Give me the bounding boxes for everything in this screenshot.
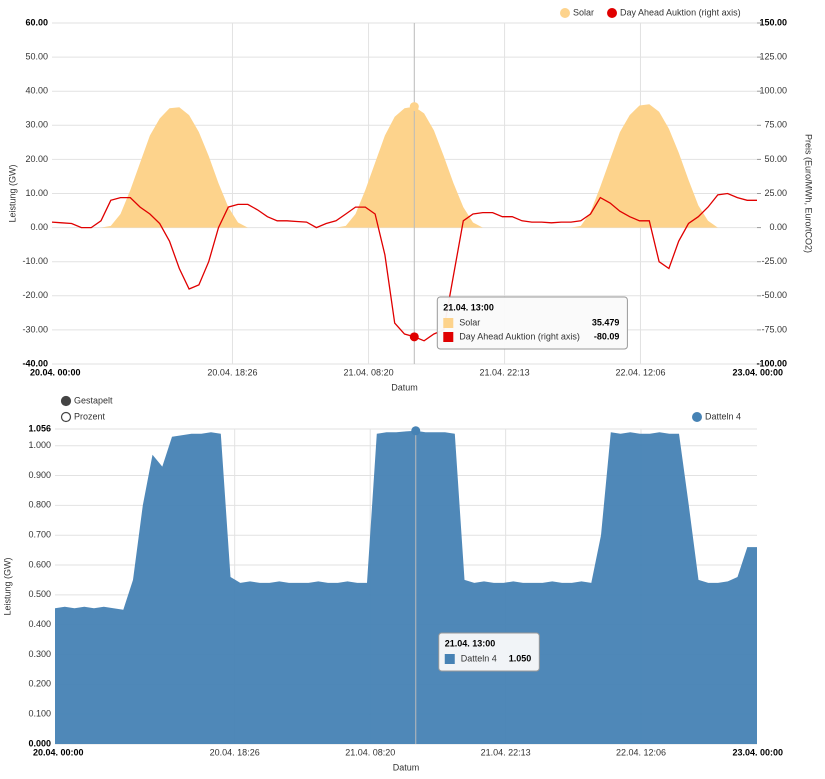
tooltip-title: 21.04. 13:00 — [445, 638, 496, 648]
y-tick-label: 0.600 — [28, 559, 51, 569]
y-tick-label: 30.00 — [25, 120, 48, 130]
x-axis-title: Datum — [393, 762, 420, 772]
tooltip-series: Day Ahead Auktion (right axis) — [459, 331, 580, 341]
y-tick-label: -20.00 — [22, 290, 48, 300]
y-tick-label: 20.00 — [25, 154, 48, 164]
y2-axis-title: Preis (Euro/MWh, Euro/tCO2) — [804, 134, 814, 253]
tooltip-box — [436, 296, 628, 350]
y-tick-label: 1.056 — [28, 423, 51, 433]
tooltip-value: 35.479 — [592, 317, 620, 327]
y-tick-label: 1.000 — [28, 440, 51, 450]
y-tick-label: -10.00 — [22, 256, 48, 266]
hover-point — [411, 426, 421, 436]
y-tick-label: 60.00 — [25, 17, 48, 27]
y-tick-label: 0.400 — [28, 619, 51, 629]
x-axis-title: Datum — [391, 382, 418, 392]
option-label[interactable]: Prozent — [74, 411, 106, 421]
tooltip-swatch — [443, 318, 454, 328]
option-label[interactable]: Gestapelt — [74, 395, 113, 405]
tooltip-value: -80.09 — [594, 331, 620, 341]
y-tick-label: 0.100 — [28, 709, 51, 719]
y-tick-label: 0.800 — [28, 500, 51, 510]
x-tick-label: 20.04. 00:00 — [33, 747, 84, 757]
y2-tick-label: 150.00 — [759, 17, 787, 27]
option-radio[interactable] — [60, 411, 72, 423]
y2-tick-label: 75.00 — [764, 120, 787, 130]
y-tick-label: 10.00 — [25, 188, 48, 198]
tooltip-title: 21.04. 13:00 — [443, 302, 494, 312]
hover-point — [409, 102, 419, 112]
y-tick-label: 0.900 — [28, 470, 51, 480]
y-tick-label: 40.00 — [25, 86, 48, 96]
y-tick-label: 0.000 — [28, 738, 51, 748]
tooltip: 21.04. 13:00 Datteln 4 1.050 — [438, 632, 540, 672]
x-tick-label: 23.04. 00:00 — [732, 747, 783, 757]
tooltip-series: Solar — [459, 317, 480, 327]
y2-tick-label: 0.00 — [769, 222, 787, 232]
tooltip-box — [438, 632, 540, 672]
y2-tick-label: 100.00 — [759, 86, 787, 96]
legend-label: Solar — [573, 7, 594, 17]
legend-label: Datteln 4 — [705, 411, 741, 421]
y-tick-label: -40.00 — [22, 358, 48, 368]
y-tick-label: 0.700 — [28, 530, 51, 540]
legend-marker — [692, 412, 702, 422]
tooltip-swatch — [443, 332, 454, 342]
y-axis-title: Leistung (GW) — [7, 164, 17, 222]
x-tick-label: 22.04. 12:06 — [616, 747, 666, 757]
y2-tick-label: 25.00 — [764, 188, 787, 198]
area — [52, 104, 757, 228]
tooltip-value: 1.050 — [509, 653, 532, 663]
area — [55, 430, 757, 744]
x-tick-label: 20.04. 18:26 — [207, 367, 257, 377]
y2-tick-label: 50.00 — [764, 154, 787, 164]
y-tick-label: 0.00 — [30, 222, 48, 232]
line — [51, 192, 757, 342]
y2-tick-label: -25.00 — [761, 256, 787, 266]
tooltip-swatch — [444, 654, 455, 664]
x-tick-label: 21.04. 22:13 — [481, 747, 531, 757]
y2-tick-label: -100.00 — [756, 358, 787, 368]
x-tick-label: 20.04. 18:26 — [210, 747, 260, 757]
y2-tick-label: -75.00 — [761, 324, 787, 334]
y-axis-title: Leistung (GW) — [2, 557, 12, 615]
x-tick-label: 22.04. 12:06 — [615, 367, 665, 377]
hover-point — [409, 332, 419, 342]
legend-marker — [607, 8, 618, 18]
x-tick-label: 23.04. 00:00 — [732, 367, 783, 377]
y-tick-label: 0.200 — [28, 679, 51, 689]
legend-marker — [560, 8, 570, 18]
option-radio[interactable] — [60, 395, 72, 407]
tooltip: 21.04. 13:00 Solar 35.479 Day Ahead Auktion… — [436, 296, 628, 350]
x-tick-label: 21.04. 08:20 — [345, 747, 395, 757]
legend-label: Day Ahead Auktion (right axis) — [620, 7, 741, 17]
y2-tick-label: 125.00 — [759, 51, 787, 61]
y-tick-label: 0.500 — [28, 589, 51, 599]
tooltip-series: Datteln 4 — [461, 653, 497, 663]
x-tick-label: 21.04. 08:20 — [344, 367, 394, 377]
y2-tick-label: -50.00 — [761, 290, 787, 300]
y-tick-label: 0.300 — [28, 649, 51, 659]
y-tick-label: 50.00 — [25, 51, 48, 61]
y-tick-label: -30.00 — [22, 324, 48, 334]
x-tick-label: 20.04. 00:00 — [30, 367, 81, 377]
x-tick-label: 21.04. 22:13 — [480, 367, 530, 377]
